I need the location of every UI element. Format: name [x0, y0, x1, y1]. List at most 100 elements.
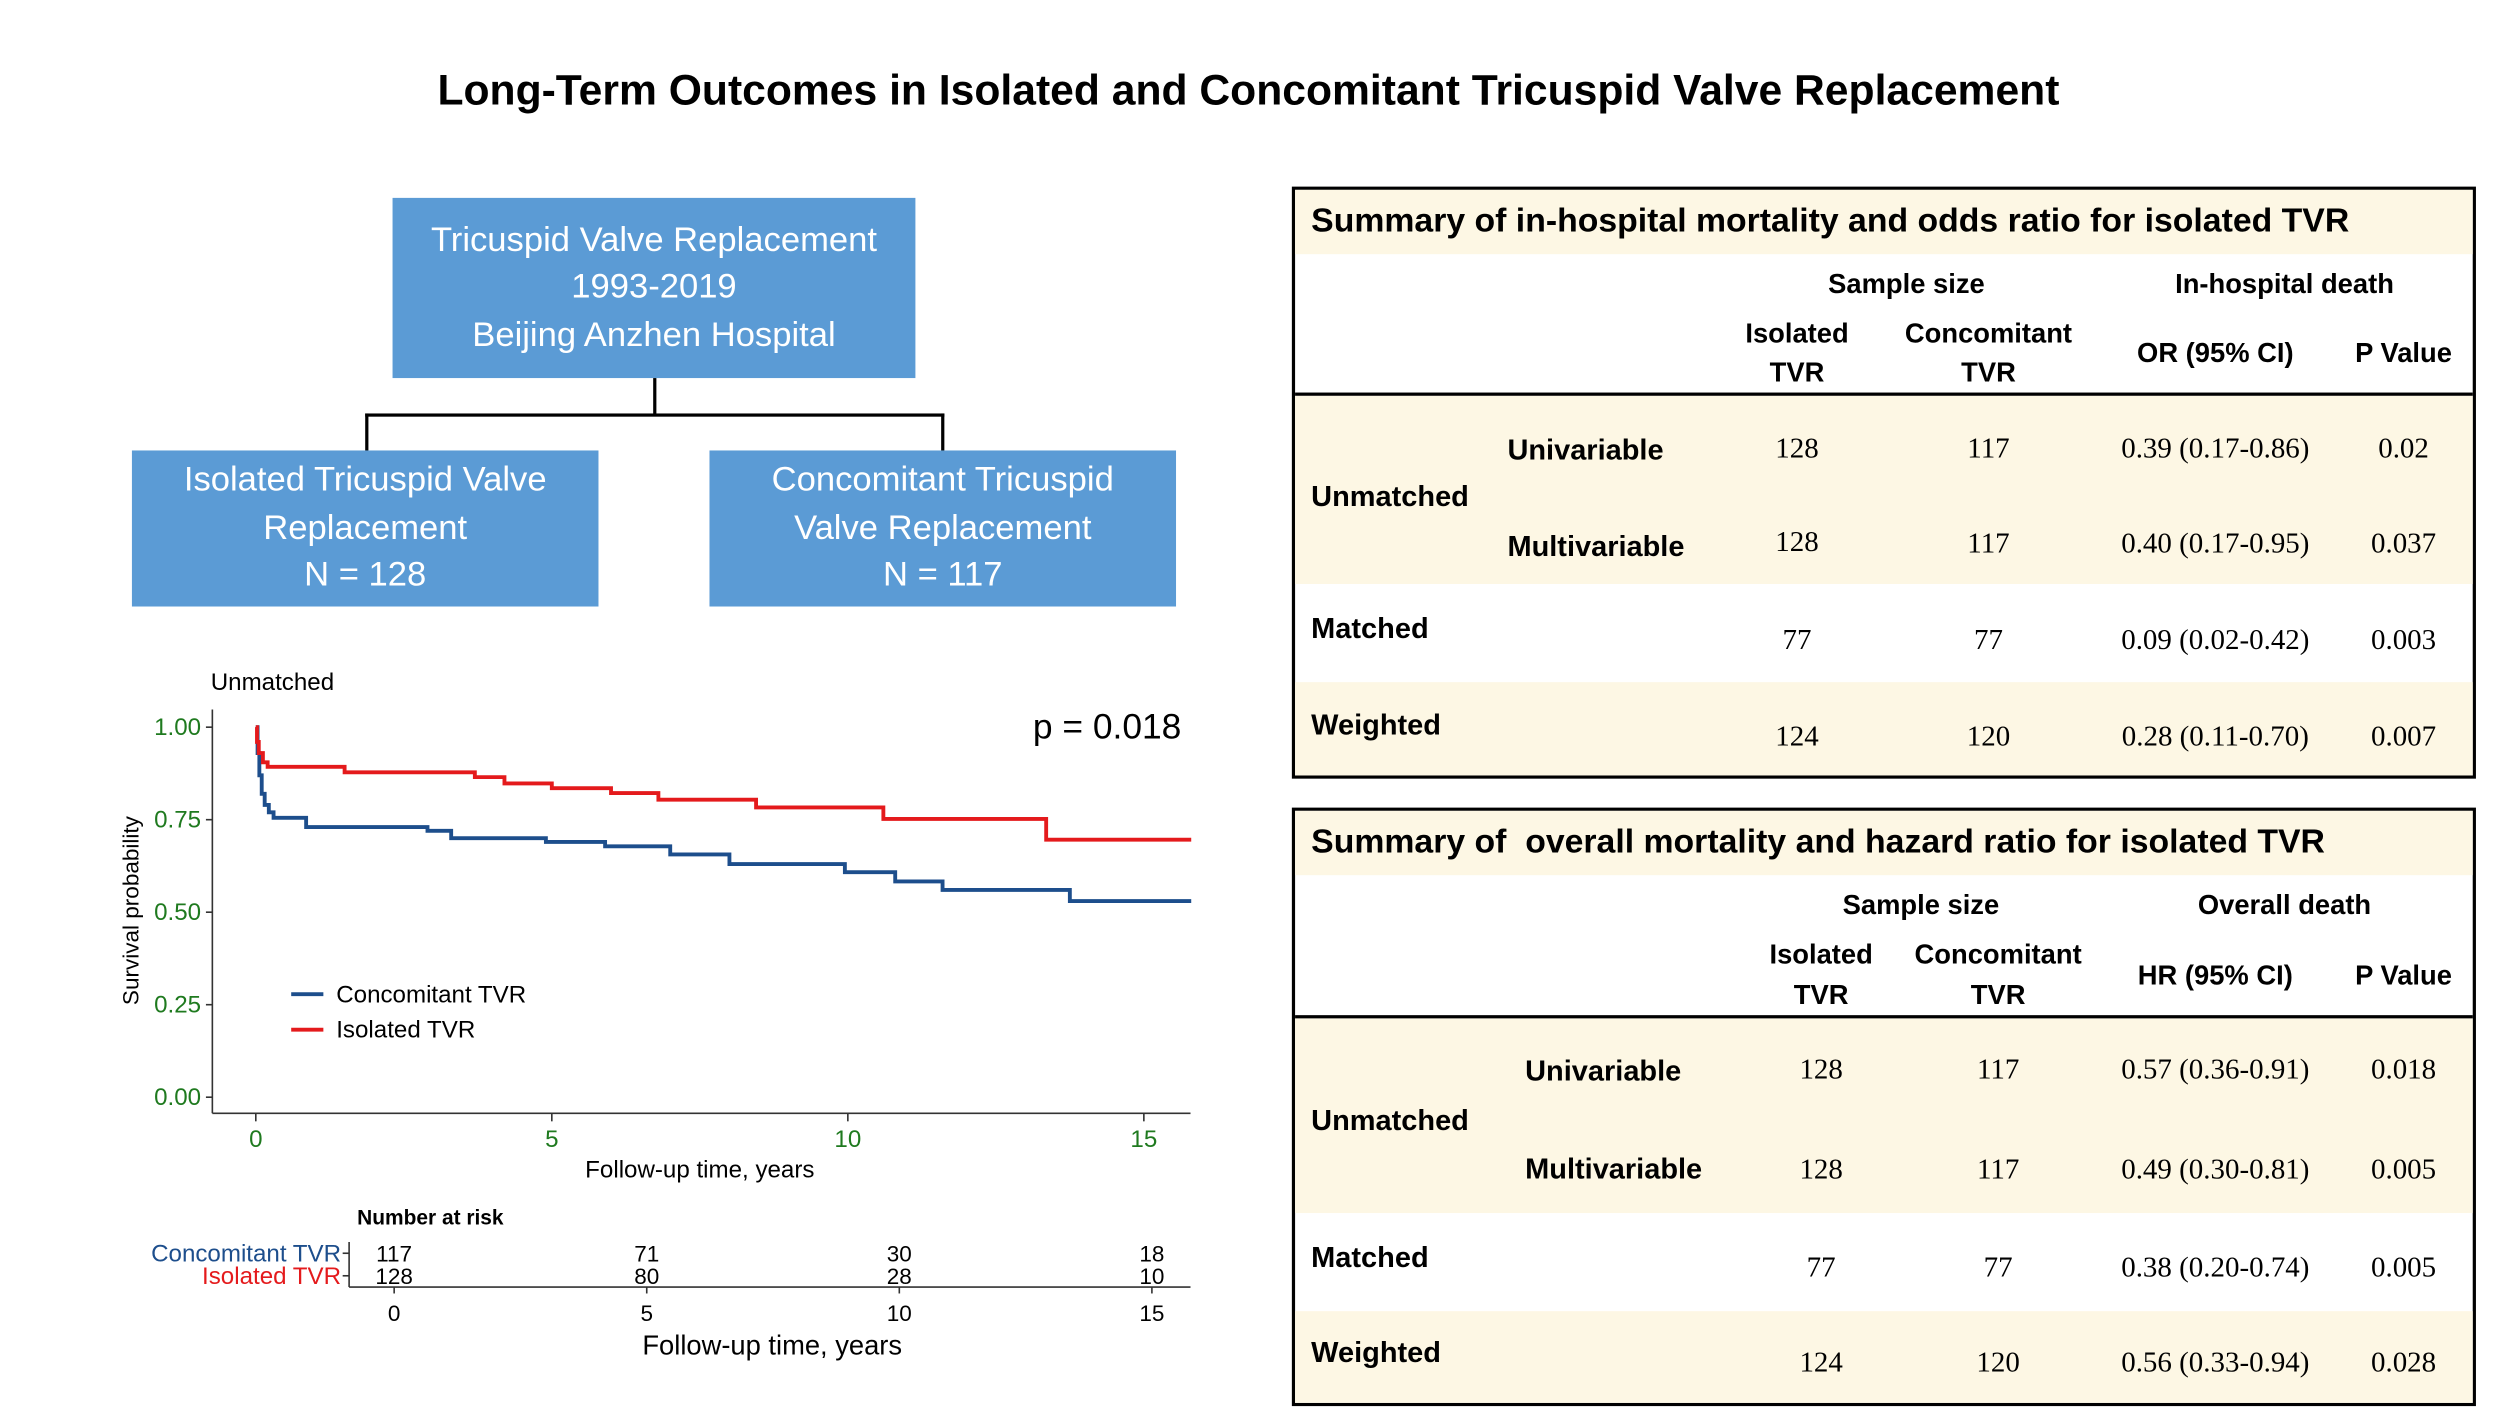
- cell-ratio: 0.56 (0.33-0.94): [2121, 1345, 2310, 1378]
- x-tick-label: 10: [834, 1126, 861, 1153]
- flow-connector: [941, 413, 945, 451]
- isolated-header: Isolated: [1769, 939, 1873, 971]
- sample-size-header: Sample size: [1828, 268, 1985, 300]
- unmatched-band: [1295, 1018, 2473, 1214]
- cell-concomitant-n: 120: [1976, 1345, 2020, 1378]
- row-group-label: Matched: [1311, 612, 1429, 645]
- x-tick-label: 0: [249, 1126, 262, 1153]
- weighted-band: [1295, 682, 2473, 776]
- risk-row-label: Isolated TVR: [202, 1263, 341, 1290]
- concomitant-header: Concomitant: [1914, 939, 2082, 971]
- cell-isolated-n: 128: [1799, 1052, 1843, 1086]
- risk-value: 128: [375, 1264, 413, 1289]
- flow-box-line: Concomitant Tricuspid: [771, 460, 1114, 500]
- table-title: Summary of overall mortality and hazard …: [1311, 823, 2325, 861]
- ratio-header: OR (95% CI): [2137, 337, 2294, 369]
- table-title-band: [1295, 810, 2473, 876]
- concomitant-header: TVR: [1961, 357, 2016, 388]
- x-axis-label: Follow-up time, years: [585, 1157, 814, 1184]
- unmatched-band: [1295, 395, 2473, 584]
- cell-ratio: 0.49 (0.30-0.81): [2121, 1152, 2310, 1185]
- flow-box-concomitant: Concomitant Tricuspid Valve Replacement …: [709, 450, 1177, 607]
- risk-table-title: Number at risk: [357, 1206, 504, 1229]
- risk-axis-tick-label: 0: [388, 1301, 401, 1326]
- flow-connector: [653, 378, 657, 416]
- risk-value: 117: [376, 1241, 412, 1266]
- header-rule: [1295, 1015, 2473, 1019]
- cell-p-value: 0.007: [2370, 719, 2437, 753]
- ratio-header: HR (95% CI): [2137, 960, 2293, 992]
- cell-concomitant-n: 120: [1966, 719, 2011, 753]
- cell-concomitant-n: 77: [1983, 1250, 2013, 1284]
- cell-isolated-n: 77: [1782, 623, 1812, 656]
- row-group-label: Matched: [1311, 1241, 1429, 1274]
- cell-p-value: 0.005: [2370, 1250, 2437, 1284]
- cell-p-value: 0.003: [2370, 623, 2437, 656]
- risk-value: 71: [634, 1241, 659, 1266]
- in-hospital-mortality-table: Summary of in-hospital mortality and odd…: [1291, 186, 2476, 779]
- y-axis-label: Survival probability: [118, 815, 143, 1005]
- risk-axis-tick-label: 15: [1139, 1301, 1164, 1326]
- cell-concomitant-n: 117: [1967, 431, 2010, 465]
- cell-ratio: 0.38 (0.20-0.74): [2121, 1250, 2310, 1284]
- flow-box-line: Tricuspid Valve Replacement: [430, 220, 877, 259]
- y-tick-label: 0.25: [154, 992, 201, 1019]
- flow-box-line: N = 117: [882, 555, 1003, 595]
- row-group-label: Weighted: [1311, 708, 1441, 741]
- y-tick-label: 0.75: [154, 807, 201, 834]
- cell-ratio: 0.40 (0.17-0.95): [2121, 526, 2310, 560]
- cell-ratio: 0.39 (0.17-0.86): [2121, 431, 2310, 465]
- flow-box-all-patients: Tricuspid Valve Replacement 1993-2019 Be…: [392, 197, 916, 379]
- cell-p-value: 0.028: [2370, 1345, 2437, 1378]
- cell-isolated-n: 128: [1799, 1152, 1843, 1185]
- cell-isolated-n: 128: [1775, 431, 1819, 465]
- row-model-label: Multivariable: [1507, 530, 1685, 563]
- survival-curve-isolated-tvr: [255, 725, 1192, 842]
- risk-value: 10: [1139, 1264, 1164, 1289]
- flow-connector: [365, 413, 945, 417]
- flow-box-line: N = 128: [304, 555, 427, 595]
- concomitant-header: Concomitant: [1904, 318, 2073, 350]
- cell-concomitant-n: 117: [1976, 1052, 2020, 1086]
- flow-connector: [365, 413, 369, 451]
- cell-concomitant-n: 77: [1973, 623, 2003, 656]
- legend-label-concomitant-tvr: Concomitant TVR: [336, 981, 526, 1008]
- cell-isolated-n: 77: [1806, 1250, 1836, 1284]
- flow-box-line: Replacement: [263, 507, 468, 547]
- risk-table-x-label: Follow-up time, years: [642, 1330, 902, 1361]
- figure-title: Long-Term Outcomes in Isolated and Conco…: [437, 65, 2060, 115]
- y-tick-label: 0.50: [154, 899, 201, 926]
- cell-concomitant-n: 117: [1967, 526, 2010, 560]
- risk-value: 28: [887, 1264, 912, 1289]
- cell-p-value: 0.02: [2378, 431, 2429, 465]
- sample-size-header: Sample size: [1842, 889, 2000, 921]
- risk-value: 18: [1139, 1241, 1164, 1266]
- row-model-label: Univariable: [1507, 433, 1664, 466]
- risk-axis-tick-label: 5: [640, 1301, 653, 1326]
- cell-isolated-n: 128: [1775, 525, 1819, 558]
- legend-label-isolated-tvr: Isolated TVR: [336, 1017, 475, 1044]
- weighted-band: [1295, 1311, 2473, 1403]
- overall-mortality-table: Summary of overall mortality and hazard …: [1291, 807, 2476, 1407]
- cell-p-value: 0.037: [2370, 526, 2437, 560]
- risk-value: 80: [634, 1264, 659, 1289]
- risk-axis-tick-label: 10: [887, 1301, 912, 1326]
- cell-ratio: 0.09 (0.02-0.42): [2121, 623, 2310, 656]
- p-value-header: P Value: [2355, 337, 2452, 369]
- row-model-label: Multivariable: [1525, 1152, 1703, 1185]
- cell-ratio: 0.28 (0.11-0.70): [2121, 719, 2309, 753]
- survival-curve-concomitant-tvr: [255, 725, 1192, 904]
- chart-title: Unmatched: [211, 669, 334, 696]
- isolated-header: TVR: [1769, 357, 1825, 388]
- y-tick-label: 0.00: [154, 1084, 201, 1111]
- outcome-header: In-hospital death: [2175, 268, 2394, 300]
- risk-row-label: Concomitant TVR: [151, 1240, 341, 1267]
- cell-isolated-n: 124: [1775, 719, 1819, 753]
- p-value-header: P Value: [2355, 960, 2452, 992]
- cell-p-value: 0.018: [2370, 1052, 2437, 1086]
- flow-box-line: Valve Replacement: [794, 507, 1092, 547]
- isolated-header: Isolated: [1745, 318, 1849, 350]
- outcome-header: Overall death: [2197, 889, 2372, 921]
- cell-isolated-n: 124: [1799, 1345, 1843, 1378]
- concomitant-header: TVR: [1970, 979, 2026, 1011]
